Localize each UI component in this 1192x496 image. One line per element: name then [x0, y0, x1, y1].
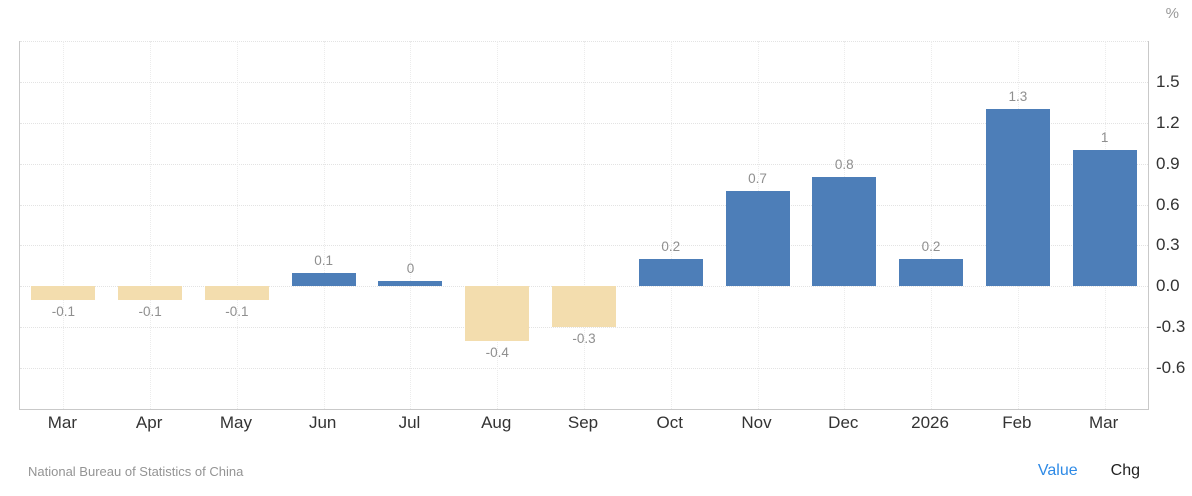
- chart-footer: National Bureau of Statistics of China V…: [0, 459, 1192, 483]
- v-gridline: [497, 41, 499, 409]
- bar-value-label: 0: [406, 261, 415, 277]
- x-axis-tick-label: Apr: [135, 413, 163, 432]
- x-axis-tick-label: Oct: [656, 413, 683, 432]
- v-gridline: [63, 41, 65, 409]
- v-gridline: [410, 41, 412, 409]
- plot-area: -0.1 -0.1 -0.1 0.1 0 -0.4 -0.3 0.2 0.7 0.8 0.2 1.3 1: [19, 41, 1149, 410]
- y-axis-tick-label: -0.3: [1156, 317, 1186, 337]
- bar-jul[interactable]: [378, 281, 443, 287]
- y-axis-tick-label: 0.0: [1156, 276, 1180, 296]
- bar-mar[interactable]: [31, 286, 96, 300]
- x-axis-tick-label: Mar: [1088, 413, 1119, 432]
- bar-value-label: 0.2: [921, 239, 941, 255]
- footer-links: Value Chg: [1038, 462, 1140, 480]
- bar-value-label: 1.3: [1008, 89, 1028, 105]
- bar-sep[interactable]: [552, 286, 616, 328]
- bar-apr[interactable]: [118, 286, 183, 300]
- x-axis-tick-label: Mar: [47, 413, 78, 432]
- v-gridline: [584, 41, 585, 409]
- y-axis-tick-label: -0.6: [1156, 358, 1186, 378]
- chg-toggle-link[interactable]: Chg: [1110, 462, 1140, 479]
- x-axis-tick-label: Sep: [567, 413, 599, 432]
- bar-dec[interactable]: [812, 177, 877, 287]
- bar-aug[interactable]: [465, 286, 530, 341]
- y-axis-tick-label: 0.3: [1156, 235, 1180, 255]
- bar-value-label: 0.8: [834, 157, 854, 173]
- bar-may[interactable]: [204, 286, 269, 300]
- bar-value-label: -0.4: [485, 344, 509, 360]
- x-axis-tick-label: Aug: [481, 413, 512, 432]
- bar-value-label: -0.3: [572, 331, 596, 347]
- v-gridline: [236, 41, 238, 409]
- source-attribution: National Bureau of Statistics of China: [28, 463, 244, 479]
- v-gridline: [323, 41, 325, 409]
- bar-2026[interactable]: [899, 259, 964, 287]
- bar-value-label: 0.2: [661, 239, 681, 255]
- v-gridline: [670, 41, 672, 409]
- y-axis-tick-label: 0.6: [1156, 194, 1180, 214]
- bar-oct[interactable]: [638, 259, 703, 287]
- y-axis-tick-label: 0.9: [1156, 153, 1180, 173]
- x-axis-tick-label: May: [219, 413, 252, 432]
- bar-value-label: -0.1: [225, 303, 249, 319]
- value-toggle-link[interactable]: Value: [1037, 462, 1078, 479]
- v-gridline: [931, 41, 933, 409]
- x-axis-tick-label: 2026: [911, 413, 949, 432]
- y-axis-unit-label: %: [1165, 5, 1179, 22]
- bar-value-label: 1: [1100, 130, 1109, 146]
- x-axis-tick-label: Dec: [828, 413, 859, 432]
- bar-feb[interactable]: [985, 109, 1050, 287]
- v-gridline: [150, 41, 152, 409]
- x-axis-tick-label: Jul: [398, 413, 421, 432]
- bar-value-label: 0.7: [748, 170, 767, 186]
- x-axis-tick-label: Nov: [741, 413, 772, 432]
- bar-jun[interactable]: [291, 272, 356, 287]
- bar-mar[interactable]: [1072, 150, 1137, 287]
- y-axis-tick-label: 1.2: [1156, 112, 1180, 132]
- bar-value-label: -0.1: [138, 303, 162, 319]
- x-axis-tick-label: Jun: [308, 413, 337, 432]
- bar-value-label: -0.1: [51, 303, 75, 319]
- y-axis-tick-label: 1.5: [1156, 71, 1180, 91]
- bar-value-label: 0.1: [314, 252, 334, 268]
- x-axis-tick-label: Feb: [1002, 413, 1032, 432]
- bar-nov[interactable]: [725, 190, 790, 287]
